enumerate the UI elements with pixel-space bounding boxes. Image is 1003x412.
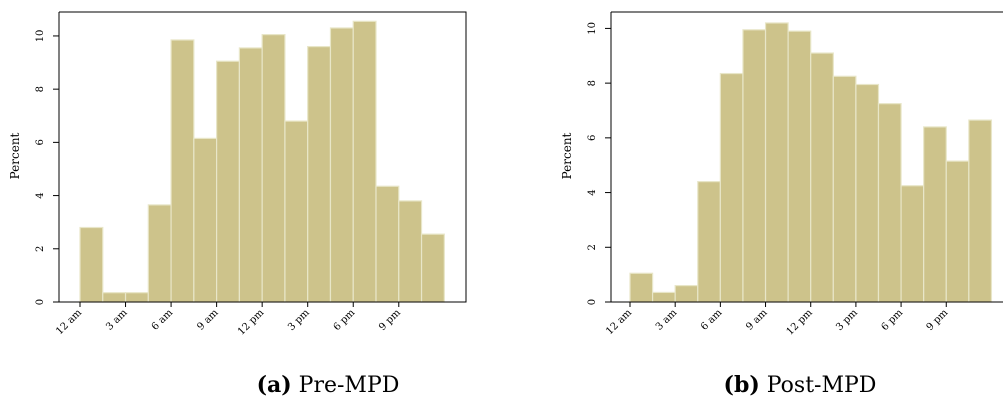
bar <box>900 185 925 303</box>
y-tick-label: 8 <box>35 86 46 92</box>
bar <box>742 29 767 303</box>
y-tick-label: 6 <box>587 135 598 141</box>
bar <box>787 30 812 303</box>
bar-group <box>79 20 445 303</box>
x-tick-label: 3 am <box>654 307 680 333</box>
bar <box>719 72 744 303</box>
bar <box>968 119 993 303</box>
bar <box>216 60 240 303</box>
bar <box>855 83 880 303</box>
x-tick-label: 12 pm <box>236 307 267 338</box>
bar-group <box>629 22 993 303</box>
caption-letter: (b) <box>724 372 760 398</box>
bar <box>79 226 104 303</box>
bar <box>945 160 970 303</box>
bar <box>102 292 127 303</box>
y-axis-label: Percent <box>8 132 22 179</box>
bar <box>697 181 721 303</box>
x-tick-label: 3 am <box>104 307 130 333</box>
y-tick-label: 4 <box>587 189 598 195</box>
y-tick-label: 4 <box>35 192 46 198</box>
bar <box>398 200 423 303</box>
bar <box>810 52 834 303</box>
bar <box>170 39 195 303</box>
caption-b: (b) Post-MPD <box>724 372 877 398</box>
y-ticks: 0 2 4 6 8 10 <box>587 22 611 305</box>
y-tick-label: 0 <box>35 299 46 305</box>
x-ticks: 12 am 3 am 6 am 9 am 12 pm 3 pm 6 pm 9 pm <box>54 302 403 338</box>
bar <box>375 185 400 303</box>
bar <box>147 204 172 303</box>
x-ticks: 12 am 3 am 6 am 9 am 12 pm 3 pm 6 pm 9 pm <box>604 302 951 338</box>
y-ticks: 0 2 4 6 8 10 <box>35 30 59 305</box>
x-tick-label: 12 pm <box>785 307 816 338</box>
x-tick-label: 9 am <box>195 307 221 333</box>
bar <box>352 20 377 303</box>
x-tick-label: 6 am <box>150 307 176 333</box>
caption-text: Post-MPD <box>767 373 877 398</box>
bar <box>420 233 445 303</box>
caption-text: Pre-MPD <box>299 373 400 398</box>
bar <box>124 292 149 303</box>
bar <box>832 75 857 303</box>
bar <box>329 27 354 303</box>
x-tick-label: 6 pm <box>332 307 358 333</box>
bar <box>261 34 286 303</box>
y-tick-label: 2 <box>35 246 46 252</box>
caption-letter: (a) <box>257 372 292 398</box>
panel-pre-mpd: Percent 0 2 4 6 8 10 12 am 3 am 6 am 9 am 12 pm 3 … <box>8 11 467 398</box>
y-tick-label: 8 <box>587 80 598 86</box>
y-axis-label: Percent <box>560 132 574 179</box>
y-tick-label: 6 <box>35 139 46 145</box>
bar <box>284 120 309 303</box>
x-tick-label: 12 am <box>54 307 84 337</box>
bar <box>629 272 654 303</box>
x-tick-label: 6 pm <box>879 307 905 333</box>
bar <box>651 291 676 303</box>
y-tick-label: 10 <box>587 22 598 35</box>
caption-a: (a) Pre-MPD <box>257 372 400 398</box>
y-tick-label: 2 <box>587 244 598 250</box>
x-tick-label: 9 pm <box>925 307 951 333</box>
y-tick-label: 0 <box>587 299 598 305</box>
bar <box>238 47 263 303</box>
x-tick-label: 9 pm <box>377 307 403 333</box>
x-tick-label: 6 am <box>699 307 725 333</box>
panel-post-mpd: Percent 0 2 4 6 8 10 12 am 3 am 6 am 9 am 12 pm 3 … <box>560 11 1003 398</box>
x-tick-label: 9 am <box>744 307 770 333</box>
bar <box>877 103 902 303</box>
bar <box>307 45 332 303</box>
bar <box>193 137 218 303</box>
plot-frame <box>610 11 1003 303</box>
x-tick-label: 3 pm <box>834 307 860 333</box>
bar <box>674 284 699 303</box>
bar <box>923 126 947 303</box>
bar <box>764 22 789 303</box>
plot-frame <box>58 11 467 303</box>
x-tick-label: 3 pm <box>286 307 312 333</box>
x-tick-label: 12 am <box>604 307 634 337</box>
y-tick-label: 10 <box>35 30 46 43</box>
